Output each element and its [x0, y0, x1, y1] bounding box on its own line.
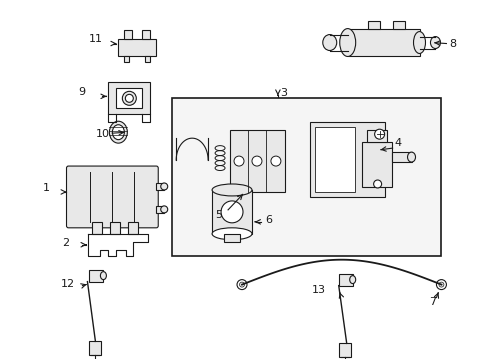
Text: 9: 9: [78, 87, 85, 97]
Bar: [366, 130, 386, 142]
Ellipse shape: [322, 35, 336, 50]
Ellipse shape: [407, 152, 415, 162]
Bar: [367, 21, 379, 28]
Ellipse shape: [122, 91, 136, 105]
Bar: [347, 28, 419, 57]
Ellipse shape: [339, 28, 355, 57]
Text: 1: 1: [42, 183, 49, 193]
Bar: [145, 57, 150, 62]
Ellipse shape: [429, 37, 440, 49]
Ellipse shape: [109, 121, 127, 143]
Ellipse shape: [212, 228, 251, 240]
Ellipse shape: [125, 94, 133, 102]
Text: 12: 12: [61, 279, 75, 289]
Bar: [229, 130, 285, 192]
Bar: [108, 82, 150, 114]
Bar: [392, 21, 404, 28]
Ellipse shape: [212, 184, 251, 196]
Bar: [361, 142, 391, 187]
Ellipse shape: [161, 206, 167, 213]
Bar: [89, 341, 101, 355]
Bar: [212, 190, 251, 234]
Ellipse shape: [161, 183, 167, 190]
Ellipse shape: [234, 156, 244, 166]
Bar: [89, 270, 103, 282]
Bar: [128, 222, 138, 234]
Bar: [116, 88, 142, 108]
Bar: [172, 98, 441, 256]
Text: 5: 5: [215, 210, 222, 220]
Text: 10: 10: [95, 129, 109, 139]
Text: 8: 8: [448, 39, 456, 49]
Bar: [391, 152, 411, 162]
Text: 4: 4: [394, 138, 401, 148]
Ellipse shape: [349, 276, 355, 284]
Bar: [118, 39, 156, 57]
Bar: [92, 222, 102, 234]
Text: 7: 7: [428, 297, 436, 306]
Bar: [156, 183, 164, 190]
Ellipse shape: [374, 129, 384, 139]
Bar: [124, 57, 129, 62]
Ellipse shape: [413, 32, 425, 54]
Text: 6: 6: [264, 215, 271, 225]
Text: 3: 3: [279, 88, 286, 98]
Bar: [156, 206, 164, 213]
Ellipse shape: [373, 180, 381, 188]
Bar: [142, 30, 150, 39]
Ellipse shape: [270, 156, 280, 166]
Ellipse shape: [438, 282, 443, 287]
Bar: [338, 274, 352, 285]
Bar: [110, 222, 120, 234]
Ellipse shape: [436, 280, 446, 289]
Ellipse shape: [221, 201, 243, 223]
Bar: [309, 122, 384, 197]
Ellipse shape: [239, 282, 244, 287]
Bar: [338, 343, 350, 357]
FancyBboxPatch shape: [66, 166, 158, 228]
Ellipse shape: [237, 280, 246, 289]
Text: 11: 11: [88, 33, 102, 44]
Bar: [224, 234, 240, 242]
Ellipse shape: [251, 156, 262, 166]
Bar: [124, 30, 132, 39]
Text: 2: 2: [62, 238, 69, 248]
Text: 13: 13: [311, 284, 325, 294]
Bar: [314, 127, 354, 192]
Ellipse shape: [100, 272, 106, 280]
Ellipse shape: [112, 125, 124, 140]
